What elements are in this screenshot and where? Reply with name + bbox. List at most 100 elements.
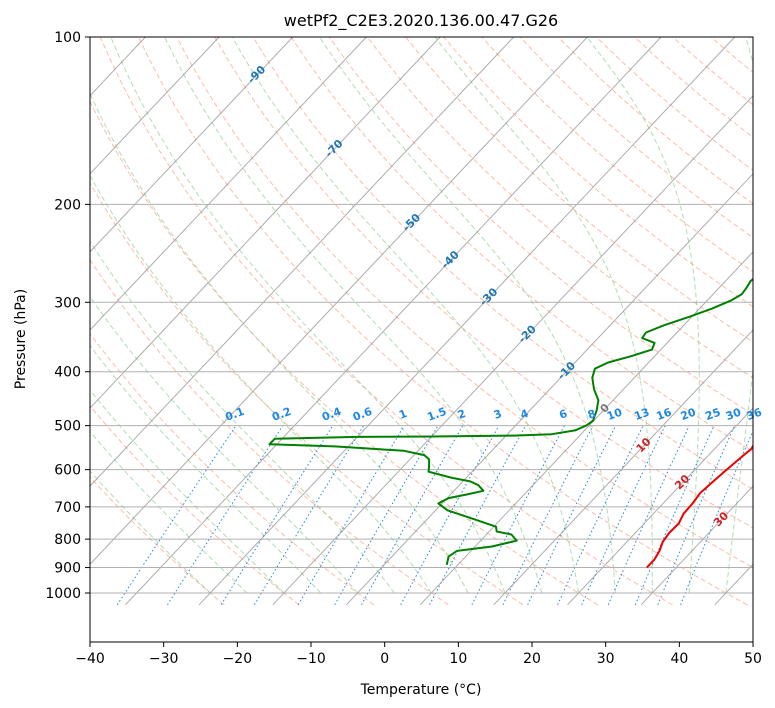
mixing-ratio-line (471, 425, 565, 606)
mixing-ratio-line (502, 425, 594, 606)
mixing-ratio-line (429, 425, 527, 606)
moist-adiabat-line (90, 344, 322, 594)
moist-adiabat-line (586, 37, 700, 594)
mixing-ratio-label: 1 (397, 407, 409, 422)
mixing-ratio-label: 0.1 (223, 405, 246, 424)
x-tick-label: −10 (296, 651, 326, 667)
y-tick-label: 200 (54, 197, 81, 213)
dry-adiabat-line (90, 476, 225, 606)
mixing-ratio-line (220, 425, 334, 606)
moist-adiabat-line (319, 37, 616, 594)
mixing-ratio-line (634, 425, 715, 605)
mixing-ratio-label: 2 (456, 407, 468, 422)
mixing-ratio-label: 30 (724, 405, 743, 423)
isotherm-line (346, 173, 753, 606)
isotherm-line (90, 37, 367, 331)
isotherm-line (90, 37, 220, 175)
mixing-ratio-label: 3 (492, 407, 504, 422)
y-tick-label: 1000 (45, 586, 81, 602)
dry-adiabat-line (557, 37, 753, 205)
mixing-ratio-label: 25 (703, 406, 722, 423)
dry-adiabat-line (90, 259, 449, 606)
isotherm-line (90, 37, 515, 487)
x-tick-label: 40 (670, 651, 688, 667)
axes-layer: −40 −30 −20 −10 0 10 20 30 40 5010020030040050060… (45, 30, 762, 667)
y-tick-label: 700 (54, 500, 81, 516)
dry-adiabat-line (405, 37, 753, 343)
mixing-ratio-line (557, 425, 644, 605)
series-layer (268, 277, 753, 569)
temperature-profile-line (646, 443, 753, 569)
dry-adiabat-line (481, 37, 753, 273)
y-tick-label: 100 (54, 30, 81, 46)
isotherm-line (272, 95, 753, 606)
dry-adiabat-line (366, 37, 753, 379)
mixing-ratio-line (334, 425, 439, 606)
moist-adiabat-line (90, 295, 358, 594)
mixing-ratio-label: 1.5 (425, 405, 448, 424)
dry-adiabat-line (214, 37, 753, 529)
mixing-ratio-labels-layer: 0.1 0.2 0.4 0.6 1 1.5 2 3 4 6 8 10 13 16 20 25 30 36 (223, 405, 764, 424)
moist-adiabat-line (90, 389, 285, 594)
dry-adiabat-line (634, 37, 753, 138)
dry-adiabat-line (290, 37, 753, 453)
mixing-ratio-label: 36 (745, 406, 764, 424)
mixing-ratio-line (607, 425, 690, 605)
y-tick-label: 300 (54, 295, 81, 311)
mixing-ratio-line (400, 425, 500, 606)
isotherm-line (567, 407, 753, 606)
x-tick-label: 20 (523, 651, 541, 667)
mixing-ratio-label: 0.2 (270, 405, 293, 424)
dry-adiabat-line (90, 100, 599, 606)
mixing-ratio-label: 6 (557, 407, 569, 422)
moist-adiabat-line (763, 37, 775, 593)
mixing-ratio-label: 13 (632, 406, 651, 423)
isotherm-line (198, 37, 736, 606)
dry-adiabat-line (137, 37, 748, 606)
isotherm-line (640, 485, 753, 606)
moist-adiabat-line (164, 37, 543, 594)
mixing-ratio-label: 16 (655, 406, 674, 424)
isotherm-line (90, 37, 588, 565)
mixing-ratio-line (116, 425, 237, 606)
mixing-ratio-label: 10 (605, 405, 624, 423)
x-tick-label: 0 (380, 651, 389, 667)
y-tick-label: 900 (54, 561, 81, 577)
y-tick-label: 400 (54, 365, 81, 381)
isotherm-line (90, 37, 441, 409)
background-lines-layer (90, 37, 775, 606)
dry-adiabat-line (595, 37, 753, 171)
dry-adiabat-line (99, 37, 673, 606)
plot-frame (89, 36, 754, 643)
mixing-ratio-line (581, 425, 666, 606)
y-axis-label: Pressure (hPa) (13, 289, 29, 389)
mixing-ratio-line (361, 425, 464, 606)
mixing-ratio-label: 20 (679, 405, 698, 423)
mixing-ratio-label: 0.4 (320, 405, 343, 424)
x-tick-label: −20 (223, 651, 253, 667)
x-tick-label: −30 (149, 651, 179, 667)
isotherm-line (0, 37, 72, 605)
moist-adiabat-line (231, 37, 580, 594)
moist-adiabat-line (90, 240, 395, 594)
chart-title: wetPf2_C2E3.2020.136.00.47.G26 (284, 11, 558, 31)
x-tick-label: 30 (597, 651, 615, 667)
y-tick-label: 800 (54, 532, 81, 548)
moist-adiabat-line (725, 37, 753, 594)
x-tick-label: −40 (75, 651, 105, 667)
mixing-ratio-label: 0.6 (351, 405, 374, 424)
dry-adiabat-line (176, 37, 753, 569)
dry-adiabat-line (90, 405, 300, 606)
dry-adiabat-line (328, 37, 753, 415)
isotherm-line (125, 37, 662, 606)
isotherm-line (419, 251, 753, 606)
x-axis-label: Temperature (°C) (360, 682, 482, 698)
moist-adiabat-line (90, 174, 432, 594)
isotherm-line (90, 37, 294, 253)
y-tick-label: 600 (54, 463, 81, 479)
grid-layer (0, 37, 753, 606)
isotherm-line (493, 329, 753, 606)
